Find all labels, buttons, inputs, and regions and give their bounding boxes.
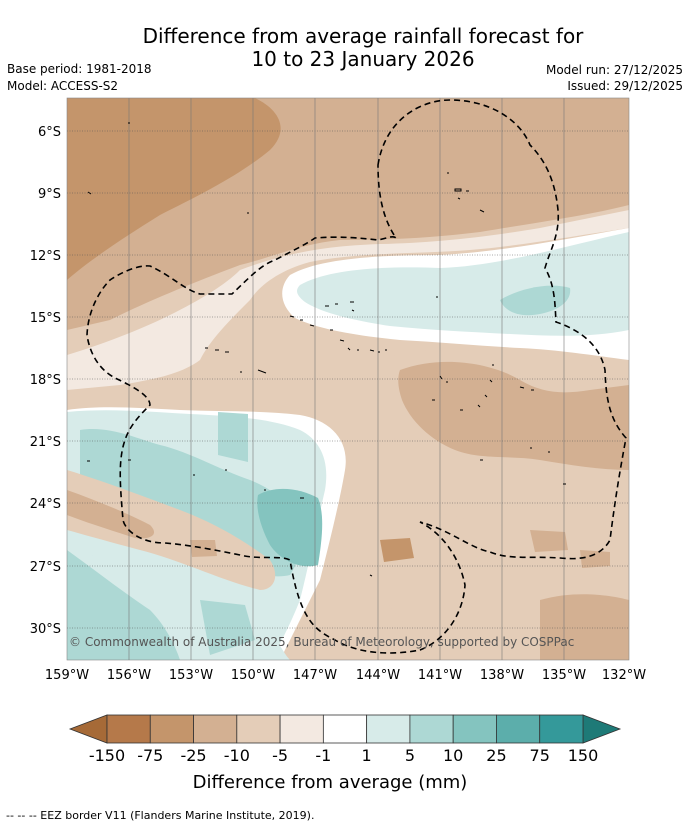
legend-swatch bbox=[366, 714, 411, 744]
legend-tick-label: -10 bbox=[224, 746, 250, 765]
contour-band-wet-patch-south bbox=[200, 600, 255, 655]
contour-band-strong-wet-central bbox=[257, 488, 323, 567]
anomaly-contours: © Commonwealth of Australia 2025, Bureau… bbox=[67, 98, 629, 660]
model-name: Model: ACCESS-S2 bbox=[7, 79, 119, 93]
issued-date: Issued: 29/12/2025 bbox=[567, 79, 683, 93]
latitude-labels: 6°S 9°S 12°S 15°S 18°S 21°S 24°S 27°S 30… bbox=[30, 125, 61, 637]
legend-swatch bbox=[539, 714, 584, 744]
longitude-labels: 159°W 156°W 153°W 150°W 147°W 144°W 141°… bbox=[45, 668, 646, 683]
legend-tick-label: -25 bbox=[180, 746, 206, 765]
lat-label: 6°S bbox=[38, 125, 61, 140]
copyright-notice: © Commonwealth of Australia 2025, Bureau… bbox=[69, 635, 574, 649]
legend-tick-label: -5 bbox=[272, 746, 288, 765]
contour-band-dry-east-core bbox=[398, 361, 629, 470]
lon-label: 132°W bbox=[602, 668, 646, 683]
model-run-date: Model run: 27/12/2025 bbox=[545, 63, 683, 77]
contour-band-dry-patch-se3 bbox=[580, 550, 610, 568]
lat-label: 18°S bbox=[30, 373, 61, 388]
rainfall-anomaly-map: © Commonwealth of Australia 2025, Bureau… bbox=[30, 97, 646, 793]
lat-label: 27°S bbox=[30, 560, 61, 575]
lat-label: 9°S bbox=[38, 187, 61, 202]
lon-label: 138°W bbox=[480, 668, 524, 683]
islands bbox=[87, 122, 566, 577]
legend-labels: -150 -75 -25 -10 -5 -1 1 5 10 25 75 150 bbox=[89, 746, 598, 765]
legend-swatch bbox=[322, 714, 368, 744]
legend-swatch bbox=[452, 714, 497, 744]
legend-tick-label: 25 bbox=[486, 746, 506, 765]
legend-swatch bbox=[279, 714, 324, 744]
lon-label: 135°W bbox=[542, 668, 586, 683]
eez-footnote: -- -- -- EEZ border V11 (Flanders Marine… bbox=[6, 809, 315, 822]
lon-label: 144°W bbox=[356, 668, 400, 683]
base-period: Base period: 1981-2018 bbox=[7, 62, 152, 76]
legend-swatch bbox=[193, 714, 238, 744]
map-title-line1: Difference from average rainfall forecas… bbox=[142, 24, 584, 48]
legend-swatch bbox=[149, 714, 194, 744]
lon-label: 153°W bbox=[169, 668, 213, 683]
meridians bbox=[128, 98, 565, 660]
legend-tick-label: -75 bbox=[137, 746, 163, 765]
contour-band-dry-sw bbox=[67, 470, 276, 590]
contour-band-dry-patch-sw bbox=[190, 540, 217, 557]
legend-tick-label: -150 bbox=[89, 746, 125, 765]
contour-band-strong-dry-nw bbox=[67, 98, 281, 280]
legend-tick-label: 5 bbox=[405, 746, 415, 765]
contour-band-wet-sw bbox=[67, 550, 180, 660]
lat-label: 15°S bbox=[30, 311, 61, 326]
legend-arrow-high bbox=[582, 714, 622, 744]
legend-colorbar bbox=[68, 714, 622, 744]
legend-tick-label: 1 bbox=[362, 746, 372, 765]
lat-label: 12°S bbox=[30, 249, 61, 264]
lon-label: 159°W bbox=[45, 668, 89, 683]
legend-tick-label: 150 bbox=[568, 746, 599, 765]
legend-arrow-low bbox=[68, 714, 108, 744]
lat-label: 24°S bbox=[30, 497, 61, 512]
lat-label: 21°S bbox=[30, 435, 61, 450]
legend-swatch bbox=[496, 714, 541, 744]
legend-title: Difference from average (mm) bbox=[193, 772, 468, 793]
legend-tick-label: -1 bbox=[315, 746, 331, 765]
contour-band-wet-patch-north bbox=[500, 285, 571, 316]
eez-border bbox=[86, 99, 627, 654]
contour-band-dry-sw-core bbox=[67, 490, 155, 539]
legend-swatch bbox=[409, 714, 454, 744]
contour-band-wet-patch-west bbox=[218, 412, 248, 462]
graticule bbox=[67, 130, 629, 629]
legend-tick-label: 75 bbox=[530, 746, 550, 765]
map-frame bbox=[66, 97, 630, 661]
map-title-line2: 10 to 23 January 2026 bbox=[251, 47, 475, 71]
lat-label: 30°S bbox=[30, 622, 61, 637]
contour-band-dry-patch-se bbox=[380, 538, 414, 562]
contour-band-dry-patch-se2 bbox=[530, 530, 568, 552]
contour-band-dry-se-core bbox=[540, 594, 629, 660]
lon-label: 156°W bbox=[107, 668, 151, 683]
legend-swatch bbox=[106, 714, 151, 744]
legend-swatch bbox=[236, 714, 281, 744]
legend-tick-label: 10 bbox=[443, 746, 463, 765]
contour-band-near-neutral bbox=[67, 210, 629, 390]
lon-label: 141°W bbox=[418, 668, 462, 683]
lon-label: 147°W bbox=[293, 668, 337, 683]
lon-label: 150°W bbox=[231, 668, 275, 683]
